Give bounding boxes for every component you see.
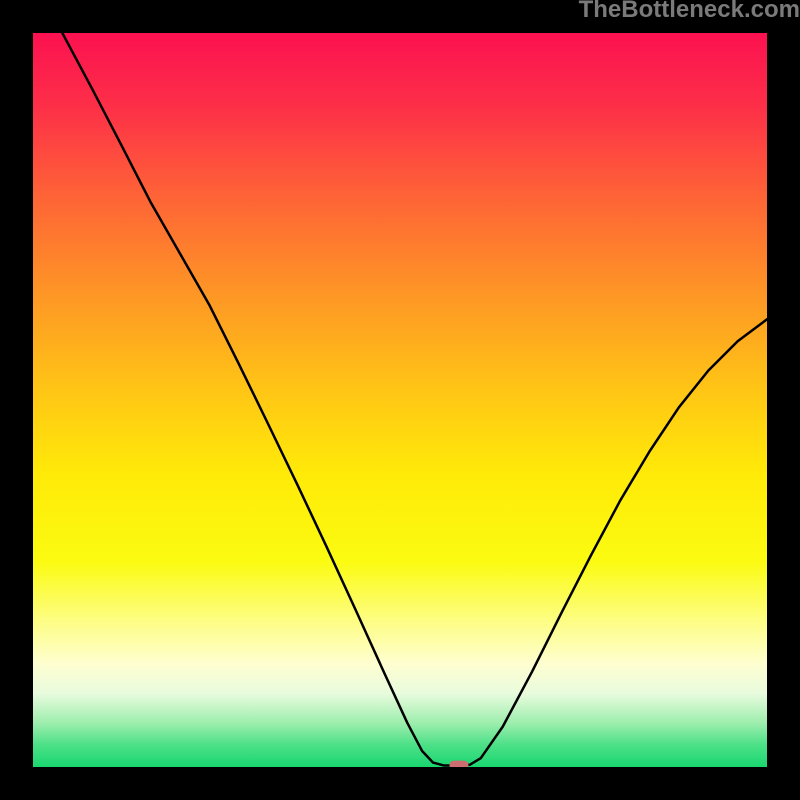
chart-container: TheBottleneck.com [0, 0, 800, 800]
watermark-text: TheBottleneck.com [579, 0, 800, 24]
chart-frame [0, 0, 800, 800]
